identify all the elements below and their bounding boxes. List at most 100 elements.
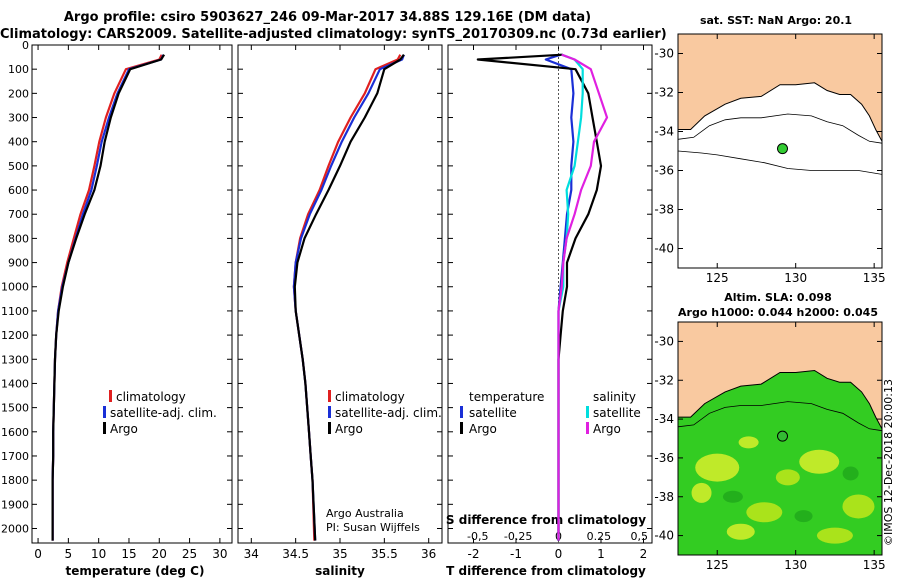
sla-low-patch (842, 466, 859, 481)
sst-lat-tick-label: -34 (654, 125, 674, 139)
sla-anomaly-patch (775, 469, 800, 486)
sla-shelf-contour (678, 401, 882, 432)
depth-tick-label: 1800 (1, 474, 29, 487)
sla-map-title-line1: Altim. SLA: 0.098 (724, 291, 831, 304)
sst-lat-tick-label: -38 (654, 203, 674, 217)
sst-shelf-contour (678, 113, 882, 144)
diff-x-tick-label: 1 (597, 547, 605, 561)
sla-low-patch (722, 490, 743, 503)
diff-x-tick-label: 0 (555, 547, 563, 561)
tdiff-xlabel: T difference from climatology (446, 564, 646, 578)
depth-tick-label: 100 (8, 63, 29, 76)
sst-argo-location-marker (777, 143, 789, 155)
temperature-plot-frame (31, 44, 233, 544)
depth-tick-label: 1600 (1, 426, 29, 439)
legend-argo-label: Argo (110, 422, 138, 436)
sla-anomaly-patch (799, 449, 840, 474)
sla-anomaly-patch (816, 527, 853, 544)
sdiff-x-tick-label: -0.25 (504, 530, 532, 543)
salinity-series-argo (293, 54, 405, 541)
diff-legend-ssat-swatch (586, 406, 589, 418)
diff-legend-targo-label: Argo (469, 422, 497, 436)
sla-lon-tick-label: 135 (863, 558, 886, 572)
depth-tick-label: 1900 (1, 498, 29, 511)
sla-lat-tick-label: -36 (654, 451, 674, 465)
sst-map-frame (677, 33, 883, 269)
legend2-satellite-label: satellite-adj. clim. (335, 406, 442, 420)
diff-series-salinity-satellite (557, 53, 584, 541)
depth-tick-label: 500 (8, 160, 29, 173)
diff-series-salinity-argo (557, 53, 609, 541)
legend-satellite-label: satellite-adj. clim. (110, 406, 217, 420)
diff-legend-sargo-label: Argo (593, 422, 621, 436)
diff-legend-targo-swatch (460, 422, 463, 434)
sst-lat-tick-label: -32 (654, 86, 674, 100)
legend-argo-swatch (103, 422, 106, 434)
salinity-series-climatology (292, 54, 402, 541)
temperature-x-tick-label: 5 (65, 547, 73, 561)
sla-lon-tick-label: 130 (784, 558, 807, 572)
salinity-series-satellite-adj-clim- (292, 54, 405, 541)
temperature-xlabel: temperature (deg C) (66, 564, 205, 578)
temperature-x-tick-label: 20 (152, 547, 167, 561)
salinity-x-tick-label: 35 (332, 547, 347, 561)
sdiff-xlabel: S difference from climatology (446, 513, 646, 527)
diff-legend-sargo-swatch (586, 422, 589, 434)
depth-tick-label: 1300 (1, 353, 29, 366)
legend2-climatology-swatch (328, 390, 331, 402)
depth-tick-label: 0 (22, 39, 29, 52)
salinity-x-tick-label: 34.5 (282, 547, 309, 561)
salinity-x-tick-label: 34 (244, 547, 259, 561)
legend2-argo-label: Argo (335, 422, 363, 436)
diff-plot-frame (447, 44, 653, 544)
chart-title-line1: Argo profile: csiro 5903627_246 09-Mar-2… (63, 10, 592, 25)
sst-lat-tick-label: -40 (654, 242, 674, 256)
sla-lat-tick-label: -34 (654, 412, 674, 426)
depth-tick-label: 200 (8, 87, 29, 100)
sst-map-layer (678, 34, 882, 268)
legend2-argo-swatch (328, 422, 331, 434)
credit-line2: PI: Susan Wijffels (326, 521, 420, 534)
diff-legend-salinity: salinity (593, 390, 636, 404)
depth-tick-label: 600 (8, 184, 29, 197)
sla-lat-tick-label: -30 (654, 334, 674, 348)
legend-climatology-label: climatology (116, 390, 186, 404)
sla-map-title-line2: Argo h1000: 0.044 h2000: 0.045 (678, 306, 878, 319)
sla-lat-tick-label: -38 (654, 490, 674, 504)
sst-map-title: sat. SST: NaN Argo: 20.1 (700, 14, 852, 27)
sla-map-frame (677, 321, 883, 556)
legend2-climatology-label: climatology (335, 390, 405, 404)
sla-anomaly-patch (691, 482, 712, 503)
sla-map-layer (678, 322, 882, 555)
temperature-x-tick-label: 25 (182, 547, 197, 561)
depth-tick-label: 2000 (1, 522, 29, 535)
temperature-x-tick-label: 15 (121, 547, 136, 561)
depth-tick-label: 800 (8, 232, 29, 245)
sla-argo-location-marker (777, 430, 789, 442)
salinity-x-tick-label: 36 (421, 547, 436, 561)
diff-x-tick-label: -2 (468, 547, 480, 561)
diff-x-tick-label: -1 (510, 547, 522, 561)
sst-lon-tick-label: 130 (784, 271, 807, 285)
sla-anomaly-patch (738, 436, 759, 449)
diff-series-temperature-argo (476, 53, 603, 541)
depth-tick-label: 300 (8, 112, 29, 125)
sdiff-x-tick-label: -0,5 (467, 530, 488, 543)
depth-tick-label: 1000 (1, 281, 29, 294)
sst-deep-contour (678, 150, 882, 175)
diff-legend-ssat-label: satellite (593, 406, 641, 420)
sla-lon-tick-label: 125 (706, 558, 729, 572)
diff-x-tick-label: 2 (640, 547, 648, 561)
temperature-series-argo (51, 54, 166, 541)
credit-line1: Argo Australia (326, 507, 404, 520)
depth-tick-label: 1500 (1, 402, 29, 415)
temperature-x-tick-label: 10 (91, 547, 106, 561)
sla-low-patch (794, 510, 813, 523)
sst-lat-tick-label: -36 (654, 164, 674, 178)
diff-legend-tsat-swatch (460, 406, 463, 418)
salinity-xlabel: salinity (315, 564, 365, 578)
depth-tick-label: 700 (8, 208, 29, 221)
sdiff-x-tick-label: 0,5 (631, 530, 649, 543)
depth-tick-label: 1100 (1, 305, 29, 318)
